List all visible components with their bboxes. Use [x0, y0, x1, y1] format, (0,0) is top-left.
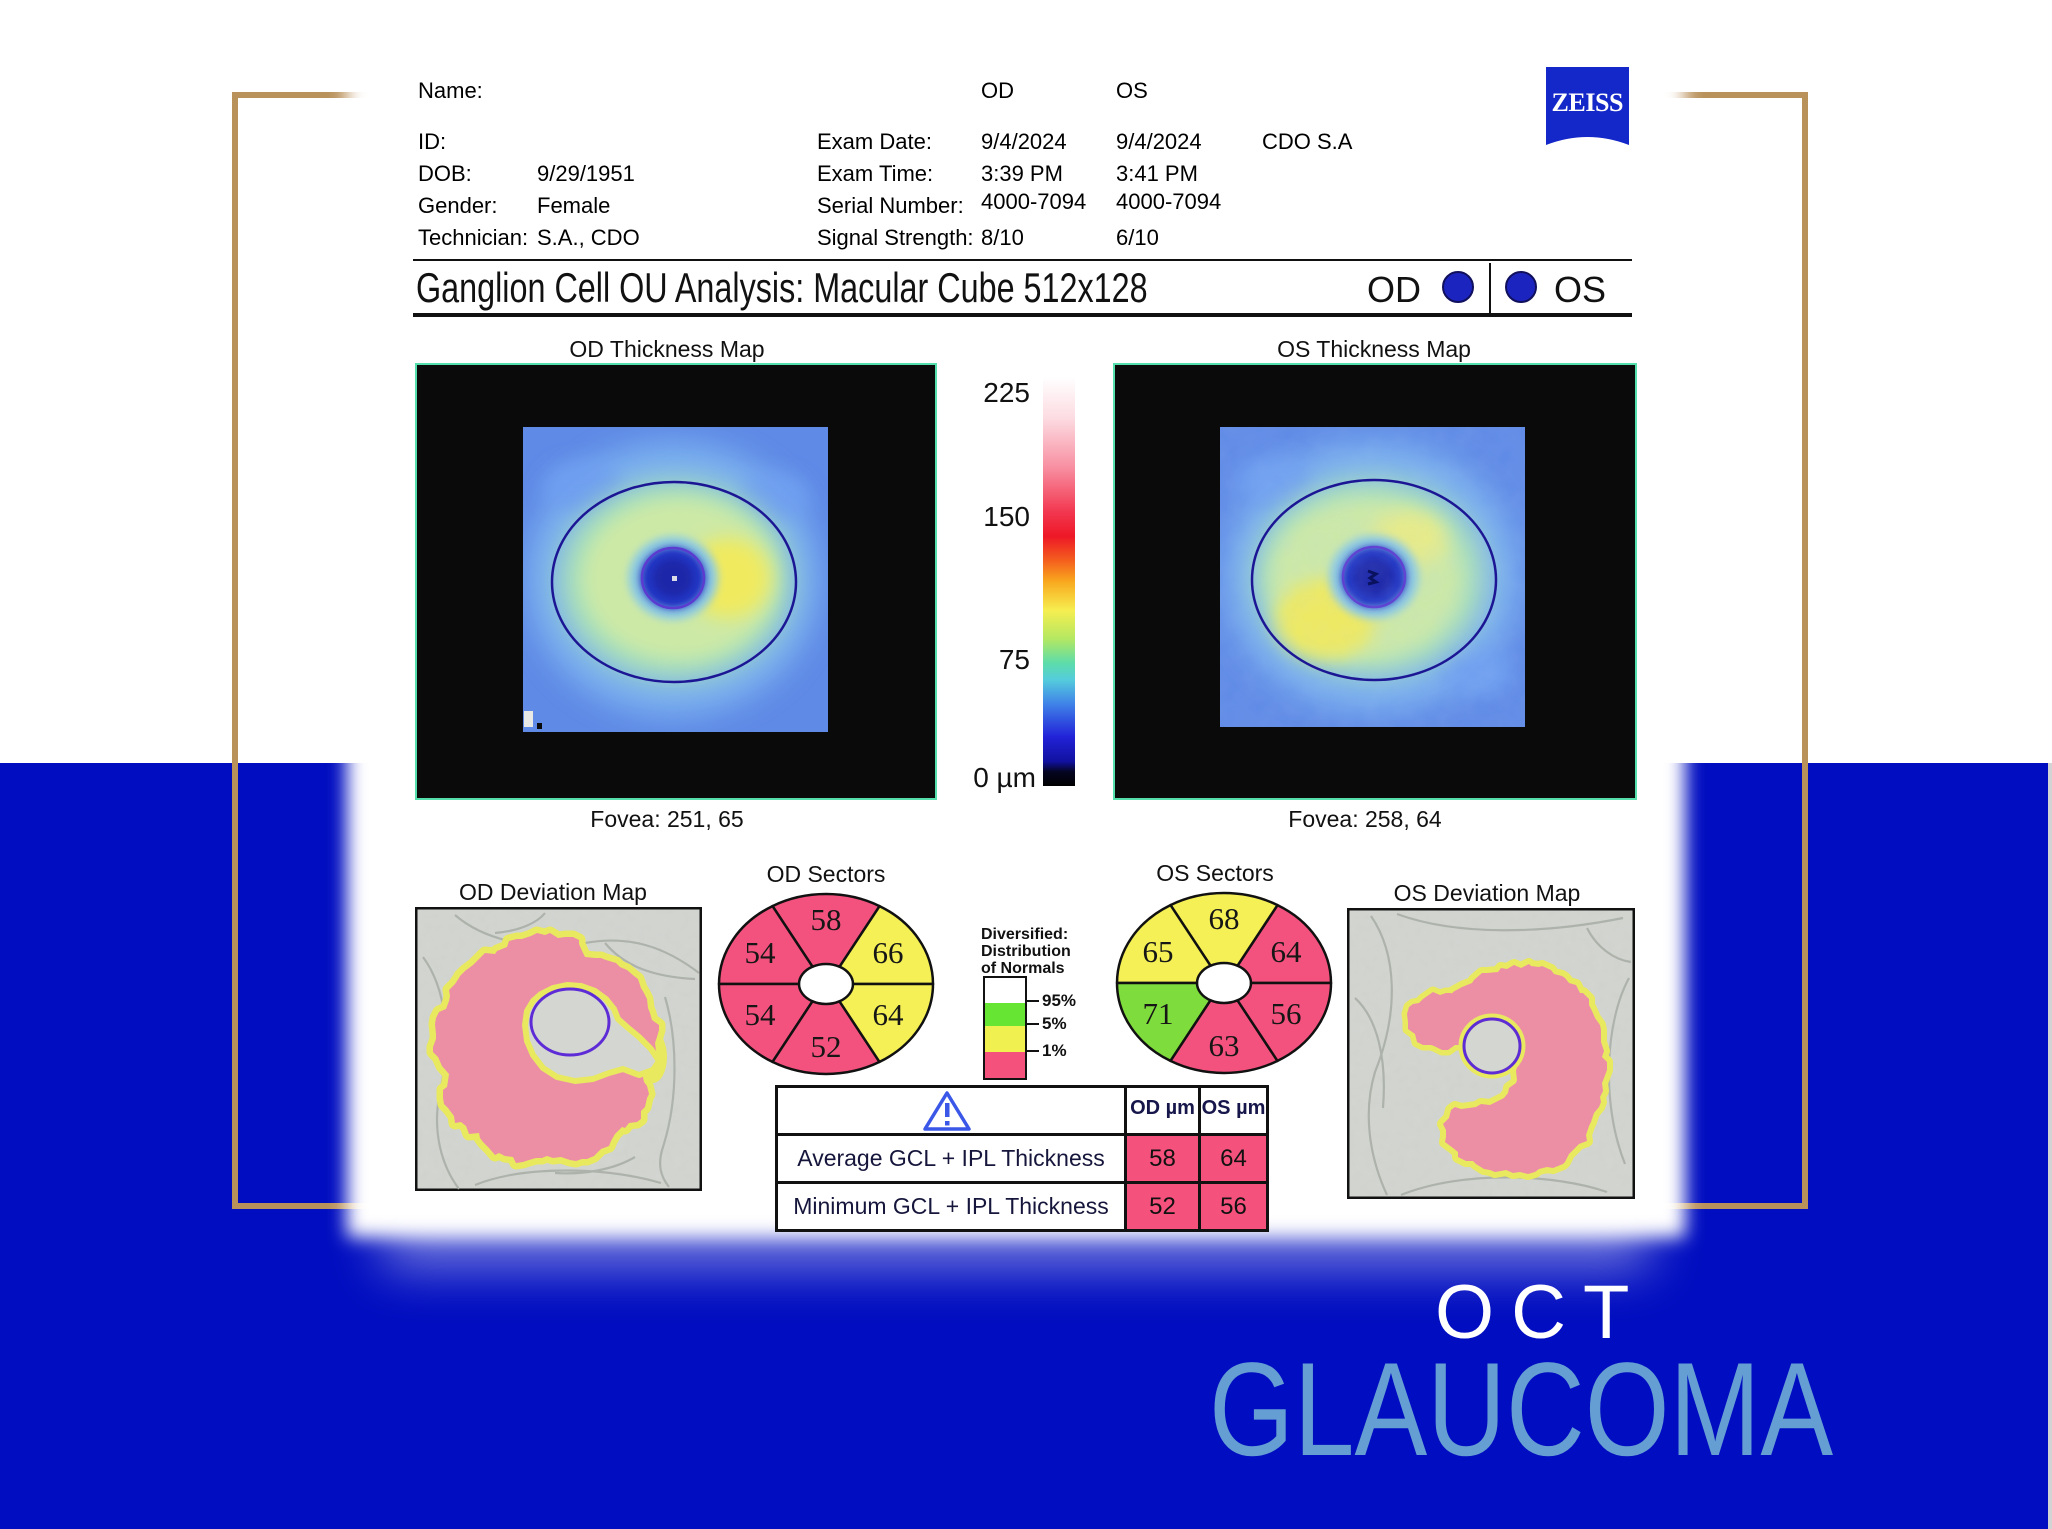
svg-text:54: 54: [745, 935, 777, 970]
svg-text:63: 63: [1209, 1028, 1240, 1063]
svg-text:71: 71: [1143, 996, 1174, 1031]
svg-text:58: 58: [811, 902, 842, 937]
svg-text:68: 68: [1209, 901, 1240, 936]
svg-text:64: 64: [873, 997, 905, 1032]
svg-text:65: 65: [1143, 934, 1174, 969]
svg-text:ZEISS: ZEISS: [1552, 88, 1624, 117]
svg-text:52: 52: [811, 1029, 842, 1064]
svg-text:54: 54: [745, 997, 777, 1032]
svg-text:64: 64: [1271, 934, 1303, 969]
svg-text:56: 56: [1271, 996, 1302, 1031]
svg-text:66: 66: [873, 935, 904, 970]
